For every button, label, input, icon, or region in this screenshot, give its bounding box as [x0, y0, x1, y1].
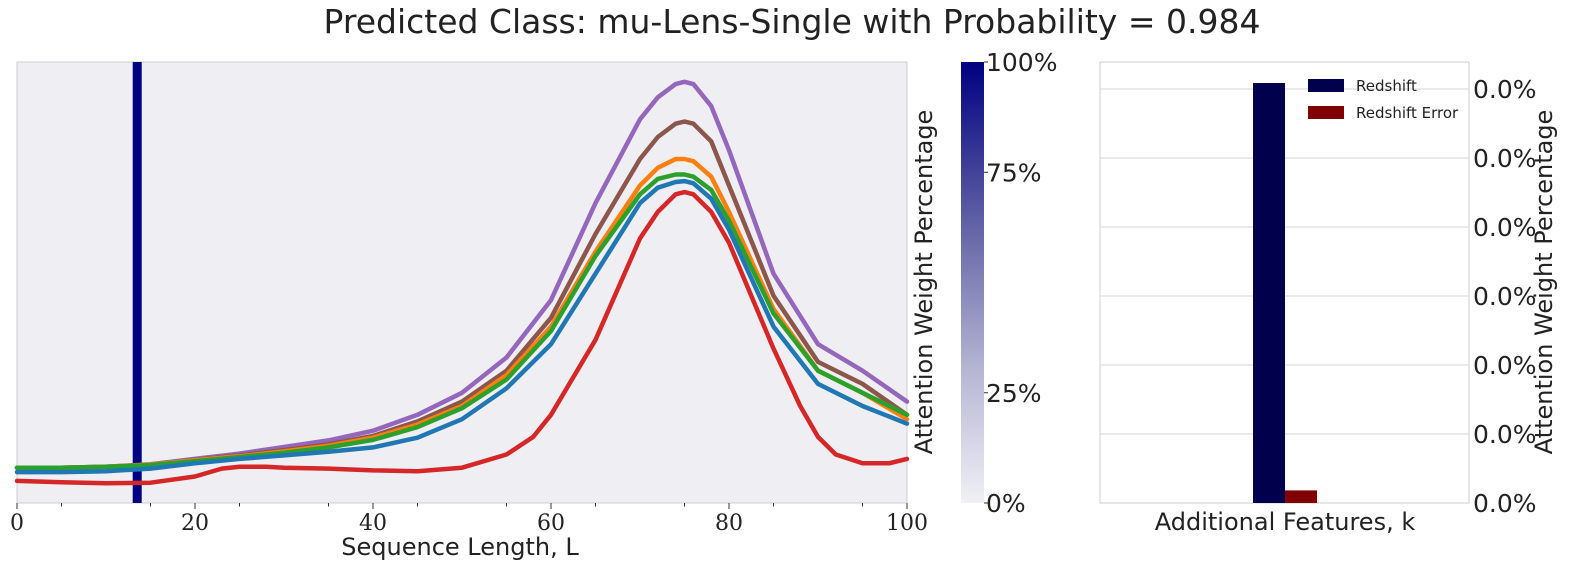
legend-label-redshift-error: Redshift Error: [1356, 104, 1459, 122]
y-tick-label: 0.0%: [1473, 351, 1537, 380]
bar-y-axis-label: Attention Weight Percentage: [1530, 110, 1558, 455]
x-tick-label: 40: [359, 511, 387, 536]
colorbar: 100% 75% 25% 0% Attention Weight Percentage: [910, 48, 1057, 518]
colorbar-label: Attention Weight Percentage: [910, 110, 938, 455]
line-chart-panel: 0 20 40 60 80 100 Sequence Length, L: [10, 61, 928, 561]
colorbar-tick-label: 100%: [986, 48, 1057, 77]
bar-x-axis-label: Additional Features, k: [1155, 508, 1416, 536]
colorbar-tick-label: 25%: [986, 379, 1042, 408]
colorbar-tick-label: 0%: [986, 489, 1026, 518]
y-axis-ticks: 0.0% 0.0% 0.0% 0.0% 0.0% 0.0% 0.0%: [1473, 75, 1537, 518]
y-tick-label: 0.0%: [1473, 213, 1537, 242]
bar-redshift: [1253, 83, 1285, 503]
attention-marker-bar: [132, 62, 142, 503]
y-tick-label: 0.0%: [1473, 75, 1537, 104]
y-tick-label: 0.0%: [1473, 282, 1537, 311]
legend-label-redshift: Redshift: [1356, 77, 1417, 95]
x-tick-label: 100: [886, 511, 928, 536]
colorbar-gradient: [961, 62, 984, 503]
x-tick-label: 80: [715, 511, 743, 536]
x-tick-label: 60: [537, 511, 565, 536]
bar-redshift-error: [1285, 490, 1317, 503]
chart-title: Predicted Class: mu-Lens-Single with Pro…: [323, 2, 1261, 41]
series-line-5: [14, 178, 910, 475]
series-lines: [14, 79, 910, 486]
y-tick-label: 0.0%: [1473, 420, 1537, 449]
colorbar-ticks: 100% 75% 25% 0%: [984, 48, 1057, 518]
legend-swatch-redshift: [1308, 79, 1344, 92]
x-tick-label: 0: [10, 511, 24, 536]
colorbar-tick-label: 75%: [986, 158, 1042, 187]
x-axis-ticks: 0 20 40 60 80 100: [10, 503, 928, 536]
bars: [1253, 83, 1317, 503]
bar-chart-panel: 0.0% 0.0% 0.0% 0.0% 0.0% 0.0% 0.0% Redshift Re…: [1099, 61, 1558, 536]
series-line-6: [14, 189, 910, 486]
y-tick-label: 0.0%: [1473, 144, 1537, 173]
plot-area: [16, 61, 908, 504]
y-tick-label: 0.0%: [1473, 489, 1537, 518]
x-tick-label: 20: [181, 511, 209, 536]
x-axis-label: Sequence Length, L: [341, 533, 579, 561]
legend-swatch-redshift-error: [1308, 106, 1344, 119]
legend: Redshift Redshift Error: [1308, 77, 1459, 122]
